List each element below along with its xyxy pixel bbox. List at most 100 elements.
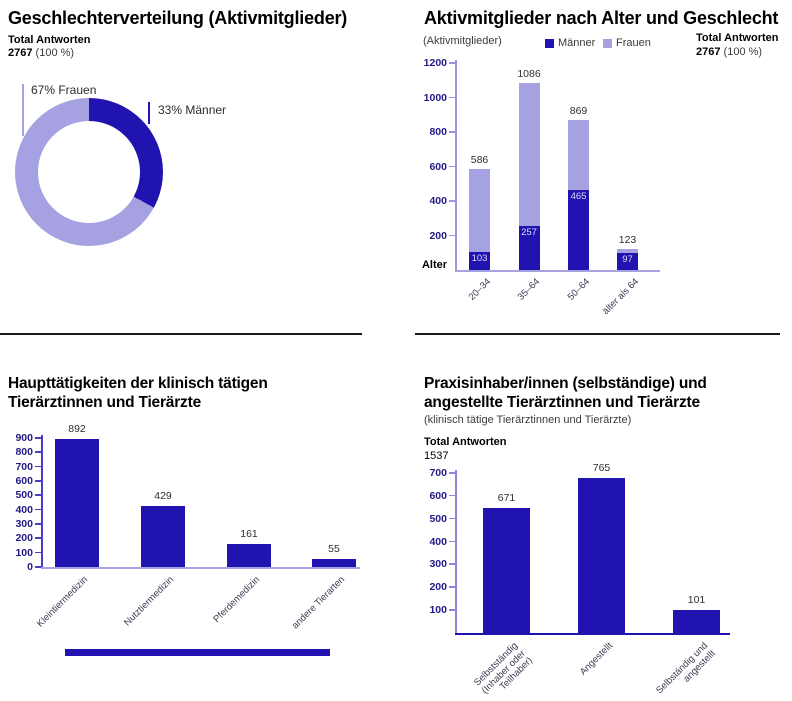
x-axis-line	[455, 633, 730, 635]
bar-value-label: 55	[328, 543, 340, 556]
stacked-chart-subtitle: (Aktivmitglieder)	[423, 35, 502, 47]
employment-chart-title-line2: angestellte Tierärztinnen und Tierärzte	[424, 394, 700, 411]
donut-label-maenner: 33% Männer	[158, 103, 227, 117]
y-tick-label: 200	[429, 581, 447, 594]
bar	[673, 609, 720, 633]
maenner-value-label: 465	[570, 190, 587, 202]
y-tick-mark	[449, 517, 455, 520]
y-tick-mark	[449, 131, 455, 133]
y-tick-mark	[35, 551, 41, 554]
y-tick-mark	[449, 472, 455, 474]
y-tick-mark	[35, 465, 41, 468]
cropped-blue-rule	[65, 649, 330, 656]
x-axis-label: Nutztiermedizin	[121, 574, 177, 629]
y-tick-mark	[449, 563, 455, 565]
bar-segment-frauen	[469, 168, 490, 253]
bar-segment-maenner	[568, 189, 589, 270]
donut-total-value: 2767 (100 %)	[8, 47, 74, 59]
x-axis-label: Selbständig und angestellt	[653, 640, 717, 697]
y-tick-label: 500	[429, 512, 447, 525]
y-tick-label: 1000	[423, 91, 447, 104]
bar	[483, 508, 530, 633]
bar-total-label: 869	[569, 105, 588, 118]
y-tick-mark	[449, 96, 455, 98]
donut-total-label: Total Antworten	[8, 34, 91, 46]
bar-value-label: 892	[68, 423, 86, 436]
bar-segment-maenner	[469, 252, 490, 270]
maenner-value-label: 257	[521, 226, 537, 238]
y-tick-mark	[449, 586, 455, 588]
y-tick-mark	[449, 165, 455, 167]
y-tick-mark	[449, 540, 455, 543]
bar-value-label: 671	[497, 492, 516, 505]
y-tick-label: 1200	[423, 57, 447, 69]
y-tick-label: 400	[15, 503, 33, 516]
y-tick-mark	[35, 523, 41, 525]
legend-swatch-frauen	[603, 39, 612, 48]
y-tick-mark	[35, 437, 41, 439]
y-tick-mark	[449, 234, 455, 236]
bar-segment-maenner	[518, 225, 540, 270]
bar-segment-frauen	[568, 120, 589, 190]
stacked-chart-title: Aktivmitglieder nach Alter und Geschlech…	[424, 8, 779, 28]
activities-chart-title-line2: Tierärztinnen und Tierärzte	[8, 394, 201, 411]
stacked-total-label: Total Antworten	[696, 32, 779, 44]
bar	[578, 478, 625, 633]
y-tick-label: 900	[15, 432, 33, 444]
legend-label-frauen: Frauen	[616, 37, 651, 49]
bar	[227, 543, 271, 567]
y-tick-label: 500	[15, 489, 33, 502]
y-tick-mark	[449, 609, 455, 611]
stacked-xaxis-title: Alter	[421, 259, 447, 271]
x-axis-label: Angestellt	[577, 640, 615, 678]
y-axis-line	[455, 60, 457, 270]
y-tick-label: 400	[429, 195, 447, 207]
legend-swatch-maenner	[545, 39, 554, 48]
y-tick-label: 100	[429, 604, 447, 617]
bar-value-label: 161	[240, 527, 258, 540]
employment-total-value: 1537	[424, 450, 449, 462]
y-tick-label: 700	[15, 460, 33, 473]
bar	[312, 559, 356, 567]
y-tick-mark	[35, 480, 41, 482]
y-tick-mark	[35, 566, 41, 568]
y-tick-label: 700	[429, 467, 447, 479]
x-axis-line	[455, 270, 660, 272]
donut-total-percent: (100 %)	[35, 47, 75, 59]
x-axis-line	[41, 567, 360, 569]
maenner-value-label: 97	[622, 254, 633, 266]
bar-segment-maenner	[617, 253, 638, 270]
y-tick-mark	[449, 494, 455, 497]
y-tick-label: 300	[429, 558, 447, 571]
y-tick-label: 200	[15, 532, 33, 545]
donut-label-frauen: 67% Frauen	[31, 83, 97, 97]
bar-segment-frauen	[518, 82, 540, 226]
y-tick-label: 800	[15, 446, 33, 459]
bar-total-label: 1086	[517, 67, 541, 80]
x-axis-label: Kleintiermedizin	[34, 574, 91, 630]
employment-chart-subtitle: (klinisch tätige Tierärztinnen und Tierä…	[424, 414, 632, 426]
bar-total-label: 123	[618, 233, 637, 246]
maenner-value-label: 103	[471, 253, 488, 265]
stacked-total-value: 2767 (100 %)	[696, 46, 762, 58]
y-axis-line	[41, 435, 43, 567]
y-tick-mark	[449, 200, 455, 202]
stacked-total-number: 2767	[696, 46, 721, 58]
y-tick-mark	[35, 494, 41, 496]
y-tick-mark	[35, 451, 41, 453]
bar-value-label: 101	[687, 593, 706, 606]
y-tick-mark	[449, 62, 455, 64]
y-tick-label: 400	[429, 535, 447, 548]
bar-total-label: 586	[470, 153, 489, 166]
divider-left	[0, 333, 362, 335]
activities-chart-title-line1: Haupttätigkeiten der klinisch tätigen	[8, 375, 268, 392]
donut-ring	[15, 98, 163, 246]
x-axis-label: andere Tierarten	[289, 574, 348, 632]
y-tick-label: 0	[27, 561, 33, 573]
y-tick-label: 600	[15, 475, 33, 487]
y-tick-label: 800	[429, 126, 447, 138]
y-axis-line	[455, 470, 457, 633]
employment-total-label: Total Antworten	[424, 436, 507, 448]
bar-segment-frauen	[617, 248, 638, 254]
